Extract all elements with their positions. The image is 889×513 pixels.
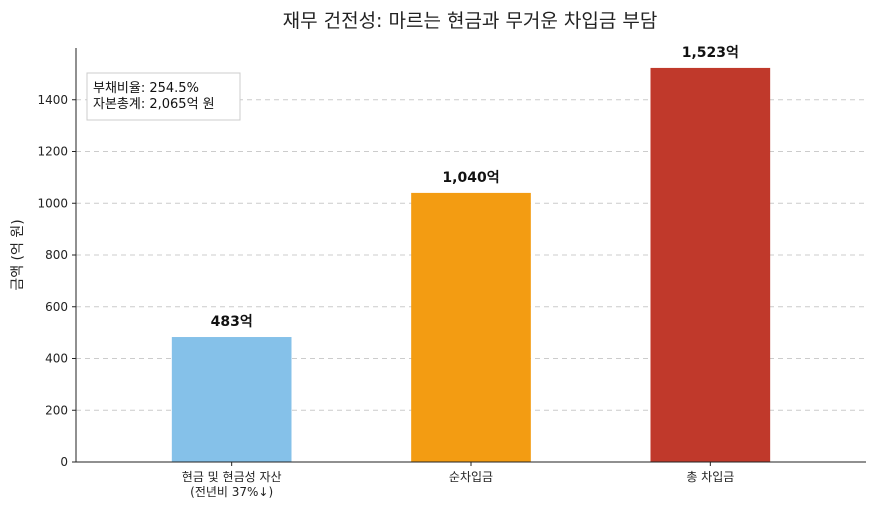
category-labels: 현금 및 현금성 자산(전년비 37%↓) 순차입금 총 차입금 — [182, 462, 734, 499]
bar — [171, 337, 292, 462]
y-tick-label: 1400 — [37, 93, 68, 107]
y-tick-label: 800 — [45, 248, 68, 262]
y-tick-label: 600 — [45, 300, 68, 314]
chart-title: 재무 건전성: 마르는 현금과 무거운 차입금 부담 — [283, 10, 658, 32]
x-tick-label: 현금 및 현금성 자산 — [182, 470, 282, 484]
y-tick-label: 400 — [45, 352, 68, 366]
info-box-line: 부채비율: 254.5% — [93, 81, 199, 96]
info-box-frame — [86, 72, 241, 121]
data-label: 1,523억 — [682, 45, 739, 61]
x-tick-label: (전년비 37%↓) — [190, 485, 273, 499]
info-box: 부채비율: 254.5%자본총계: 2,065억 원 — [86, 72, 241, 121]
y-tick-label: 0 — [60, 455, 68, 469]
y-tick-labels: 0 200 400 600 800 1000 1200 1400 — [37, 93, 76, 469]
x-tick-label: 총 차입금 — [686, 470, 734, 484]
y-axis-label: 금액 (억 원) — [10, 219, 26, 290]
data-label: 1,040억 — [442, 170, 499, 186]
y-tick-label: 1200 — [37, 145, 68, 159]
bar — [411, 192, 531, 462]
bars — [171, 67, 771, 462]
x-tick-label: 순차입금 — [449, 470, 493, 484]
y-tick-label: 200 — [45, 403, 68, 417]
value-labels: 483억 1,040억 1,523억 — [211, 45, 739, 330]
data-label: 483억 — [211, 314, 253, 330]
y-tick-label: 1000 — [37, 196, 68, 210]
bar — [650, 67, 771, 462]
info-box-line: 자본총계: 2,065억 원 — [93, 97, 215, 112]
